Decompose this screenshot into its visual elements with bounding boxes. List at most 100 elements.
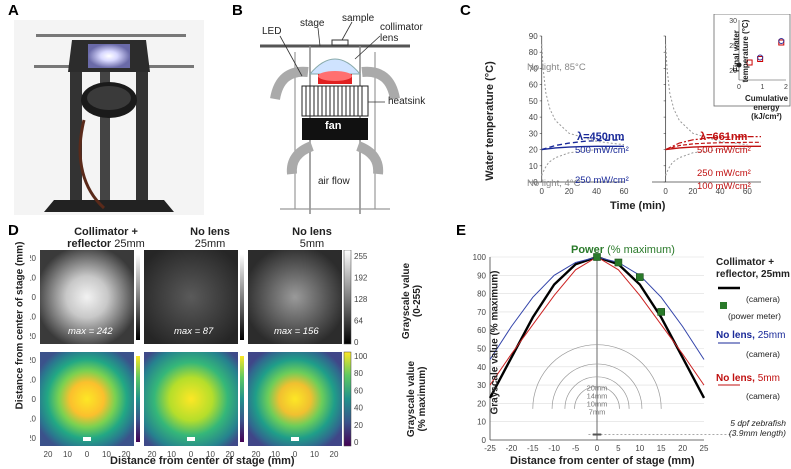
d-ytick: 0 bbox=[32, 395, 37, 404]
c-series-line bbox=[541, 147, 625, 176]
label-heatsink: heatsink bbox=[388, 96, 426, 107]
e-ylabel: Grayscale value (% maximum) bbox=[489, 270, 501, 415]
d-cbar1-tick: 192 bbox=[354, 274, 368, 283]
d-cbar1-label: Grayscale value (0-255) bbox=[401, 261, 423, 341]
c-ytick: 80 bbox=[529, 48, 538, 57]
c-xtick: 0 bbox=[663, 187, 668, 196]
e-xtick: 10 bbox=[635, 444, 644, 453]
label-collimator: collimator lens bbox=[380, 22, 423, 44]
d-xtick: 0 bbox=[293, 450, 298, 459]
d-cbar2-label: Grayscale value (% maximum) bbox=[406, 354, 428, 444]
c-ytick: 30 bbox=[529, 129, 538, 138]
d-ytick: 10 bbox=[30, 274, 37, 283]
inset-ylabel-l2: temperature (°C) bbox=[741, 19, 750, 83]
panel-label-b: B bbox=[232, 2, 243, 19]
e-ytick: 100 bbox=[473, 253, 487, 262]
e-xtick: -5 bbox=[572, 444, 580, 453]
e-fish-marker bbox=[592, 433, 602, 436]
d-color-image-1 bbox=[40, 352, 134, 446]
c-series-line bbox=[665, 141, 761, 151]
d-cbar1-tick: 255 bbox=[354, 252, 368, 261]
e-ytick: 20 bbox=[477, 399, 486, 408]
e-legend-g1: Collimator + reflector, 25mm bbox=[716, 257, 790, 281]
legend-g3-title: No lens, bbox=[716, 373, 755, 384]
e-power-point bbox=[636, 273, 644, 281]
d-gray-image-3 bbox=[248, 250, 342, 344]
d-xtick: 20 bbox=[252, 450, 261, 459]
e-ytick: 60 bbox=[477, 326, 486, 335]
e-legend-g2: No lens, 25mm bbox=[716, 330, 785, 341]
d-xtick: 10 bbox=[102, 450, 111, 459]
legend-g2-title: No lens, bbox=[716, 330, 755, 341]
d-gray-image-1 bbox=[40, 250, 134, 344]
e-fish-label: 5 dpf zebrafish (3.9mm length) bbox=[712, 418, 786, 438]
c-red-lambda: λ=661nm bbox=[700, 131, 748, 143]
d-gray-image-2 bbox=[144, 250, 238, 344]
e-ring-label: 10mm bbox=[587, 400, 608, 409]
c-series-line-nolight bbox=[665, 147, 748, 176]
c-inset-xtick: 2 bbox=[784, 84, 788, 91]
d-xtick: 10 bbox=[63, 450, 72, 459]
d-xtick: 20 bbox=[44, 450, 53, 459]
c-ytick: 90 bbox=[529, 32, 538, 41]
d-cbar2-tick: 0 bbox=[354, 438, 359, 447]
panel-label-e: E bbox=[456, 222, 467, 239]
label-led: LED bbox=[262, 26, 282, 37]
cbar1-label-l1: Grayscale value bbox=[401, 262, 412, 340]
c-inset-xtick: 1 bbox=[761, 84, 765, 91]
d-col1-title-l2: reflector bbox=[67, 238, 112, 250]
d-col2-size: 25mm bbox=[194, 238, 226, 250]
d-cbar1-tick: 128 bbox=[354, 295, 368, 304]
c-inset-xlabel: Cumulative energy (kJ/cm²) bbox=[742, 94, 791, 121]
e-ytick: 90 bbox=[477, 271, 486, 280]
e-xlabel: Distance from center of stage (mm) bbox=[510, 455, 695, 467]
legend-g2-camera: (camera) bbox=[746, 349, 781, 359]
panel-label-d: D bbox=[8, 222, 19, 239]
e-ring-label: 14mm bbox=[587, 392, 608, 401]
d-cbar2-tick: 40 bbox=[354, 404, 363, 413]
e-power-point bbox=[614, 258, 623, 267]
c-ytick: 10 bbox=[529, 162, 538, 171]
inset-xlabel-l2: energy (kJ/cm²) bbox=[751, 103, 782, 121]
collimator-line2: lens bbox=[380, 33, 399, 44]
c-series-line-nolight bbox=[665, 44, 748, 146]
d-max-3: max = 156 bbox=[274, 326, 319, 337]
e-ytick: 70 bbox=[477, 308, 486, 317]
c-red-250: 250 mW/cm² bbox=[697, 168, 751, 179]
e-xtick: -25 bbox=[484, 444, 496, 453]
e-ring-label: 20mm bbox=[587, 384, 608, 393]
fish-l2: (3.9mm length) bbox=[728, 428, 786, 438]
d-ytick: 0 bbox=[32, 293, 37, 302]
e-power-title-sub: (% maximum) bbox=[607, 244, 675, 256]
e-ytick: 0 bbox=[482, 436, 487, 445]
d-ytick: 10 bbox=[30, 415, 37, 424]
d-cbar2-tick: 20 bbox=[354, 421, 363, 430]
d-col1-title: Collimator + reflector 25mm bbox=[56, 226, 156, 250]
e-power-point bbox=[593, 253, 601, 261]
legend-g1-l2: reflector, 25mm bbox=[716, 269, 790, 280]
e-ring bbox=[564, 376, 630, 409]
c-inset-point bbox=[736, 62, 742, 68]
cbar2-label-l2: (% maximum) bbox=[417, 366, 428, 432]
c-no-light-85: No light, 85°C bbox=[527, 62, 586, 73]
c-inset-point bbox=[746, 59, 753, 66]
d-col2-title-l1: No lens bbox=[190, 226, 230, 238]
d-xtick: 20 bbox=[226, 450, 235, 459]
e-ytick: 80 bbox=[477, 290, 486, 299]
d-xtick: 0 bbox=[189, 450, 194, 459]
c-xtick: 0 bbox=[539, 187, 544, 196]
panel-label-c: C bbox=[460, 2, 471, 19]
panel-label-a: A bbox=[8, 2, 19, 19]
label-air-flow: air flow bbox=[318, 176, 350, 187]
legend-g1-camera: (camera) bbox=[746, 294, 781, 304]
e-ring bbox=[551, 363, 643, 409]
d-col3-title: No lens 5mm bbox=[262, 226, 362, 250]
c-ytick: 60 bbox=[529, 81, 538, 90]
d-ytick: 20 bbox=[30, 254, 37, 263]
d-xtick: 10 bbox=[206, 450, 215, 459]
e-legend-g3: No lens, 5mm bbox=[716, 373, 780, 384]
d-xtick: 10 bbox=[271, 450, 280, 459]
d-col3-title-l1: No lens bbox=[292, 226, 332, 238]
d-ytick: 10 bbox=[30, 376, 37, 385]
